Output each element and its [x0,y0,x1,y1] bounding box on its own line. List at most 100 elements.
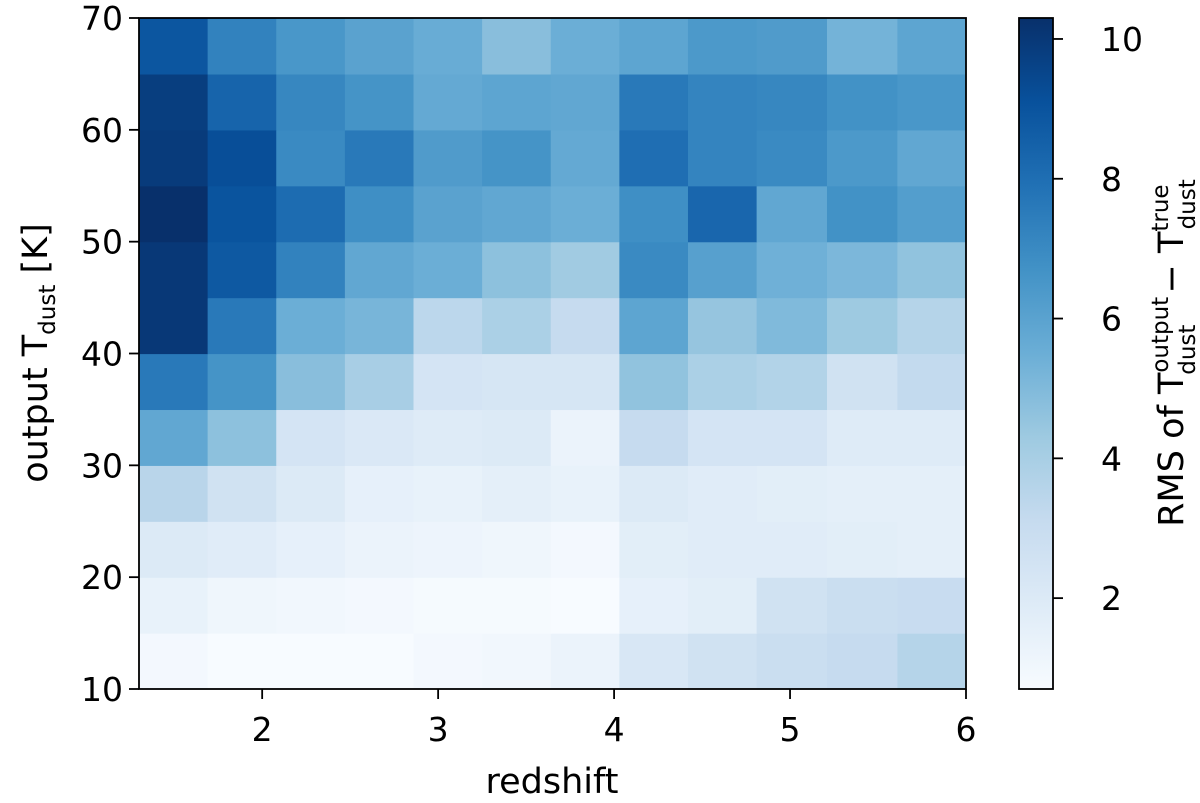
heatmap-cell [619,633,689,690]
heatmap-cell [482,353,552,411]
heatmap-cell [897,633,967,690]
heatmap-cell [897,241,967,299]
heatmap-cell [276,353,346,411]
heatmap-cell [619,297,689,355]
heatmap-cell [550,18,620,75]
colorbar-tick-label: 2 [1101,579,1122,618]
heatmap-cell [344,129,415,187]
heatmap-cell [550,353,620,411]
colorbar-label-prefix: RMS of T [1152,372,1192,527]
heatmap-cell [139,633,209,690]
heatmap-cell [756,577,828,634]
y-tick-label: 10 [81,670,123,709]
heatmap-cell [139,409,209,466]
heatmap-cell [826,409,898,466]
heatmap-cell [482,297,552,355]
heatmap-cell [897,73,967,131]
colorbar-label-sub2: dust [1175,179,1200,229]
heatmap-cell [207,241,277,299]
heatmap-cell [344,297,415,355]
heatmap-cell [687,241,758,299]
heatmap-cell [413,409,483,466]
x-tick-label: 2 [252,710,273,749]
heatmap-cell [276,129,346,187]
heatmap-cell [413,129,483,187]
heatmap-cell [413,241,483,299]
heatmap-cell [826,185,898,243]
heatmap-cell [207,465,277,522]
heatmap-cell [619,185,689,243]
colorbar-label: RMS of Toutputdust − Ttruedust [1148,179,1200,527]
heatmap-cell [413,465,483,522]
x-tick-label: 5 [780,710,801,749]
heatmap-cell [550,409,620,466]
heatmap-cell [687,409,758,466]
y-tick-label: 20 [81,558,123,597]
heatmap-cell [344,521,415,578]
heatmap-cell [826,297,898,355]
heatmap-cells [139,18,967,690]
heatmap-cell [344,409,415,466]
heatmap-cell [139,73,209,131]
y-axis-ticks: 10 20 30 40 50 60 70 [81,0,139,709]
heatmap-cell [139,521,209,578]
heatmap-cell [482,18,552,75]
heatmap-cell [619,129,689,187]
y-axis-label-sub: dust [35,285,61,335]
colorbar-label-minus: − T [1152,231,1192,305]
heatmap-cell [550,465,620,522]
heatmap-cell [826,577,898,634]
heatmap-cell [139,185,209,243]
heatmap-cell [687,577,758,634]
heatmap-cell [756,185,828,243]
heatmap-cell [482,633,552,690]
y-tick-label: 50 [81,223,123,262]
heatmap-cell [550,129,620,187]
heatmap-cell [344,18,415,75]
heatmap-cell [550,577,620,634]
heatmap-cell [687,18,758,75]
heatmap-cell [139,297,209,355]
heatmap-cell [619,409,689,466]
heatmap-cell [276,73,346,131]
heatmap-cell [756,297,828,355]
colorbar-ticks: 2 4 6 8 10 [1053,20,1143,618]
heatmap-cell [687,297,758,355]
heatmap-cell [826,129,898,187]
heatmap-cell [276,185,346,243]
heatmap-cell [687,185,758,243]
heatmap-cell [550,185,620,243]
heatmap-cell [619,353,689,411]
heatmap-cell [413,353,483,411]
heatmap-cell [207,129,277,187]
x-tick-label: 6 [956,710,977,749]
heatmap-cell [207,633,277,690]
heatmap-cell [207,577,277,634]
heatmap-cell [897,129,967,187]
colorbar-tick-label: 8 [1101,160,1122,199]
heatmap-cell [897,18,967,75]
heatmap-cell [276,577,346,634]
heatmap-cell [897,297,967,355]
svg-text:RMS of Toutputdust − Ttruedust: RMS of Toutputdust − Ttruedust [1148,179,1200,527]
heatmap-cell [413,73,483,131]
heatmap-cell [482,73,552,131]
heatmap-cell [139,18,209,75]
heatmap-cell [619,241,689,299]
y-axis-label-main: output T [16,334,56,483]
heatmap-cell [276,521,346,578]
colorbar-label-sup2: true [1148,184,1174,231]
y-axis-label: output Tdust [K] [16,223,61,483]
heatmap-cell [482,129,552,187]
heatmap-cell [276,241,346,299]
heatmap-cell [344,241,415,299]
heatmap-cell [344,577,415,634]
heatmap-cell [344,73,415,131]
heatmap-cell [687,521,758,578]
heatmap-cell [207,521,277,578]
heatmap-cell [207,297,277,355]
heatmap-cell [826,241,898,299]
x-axis-ticks: 2 3 4 5 6 [252,689,977,749]
heatmap-cell [756,521,828,578]
